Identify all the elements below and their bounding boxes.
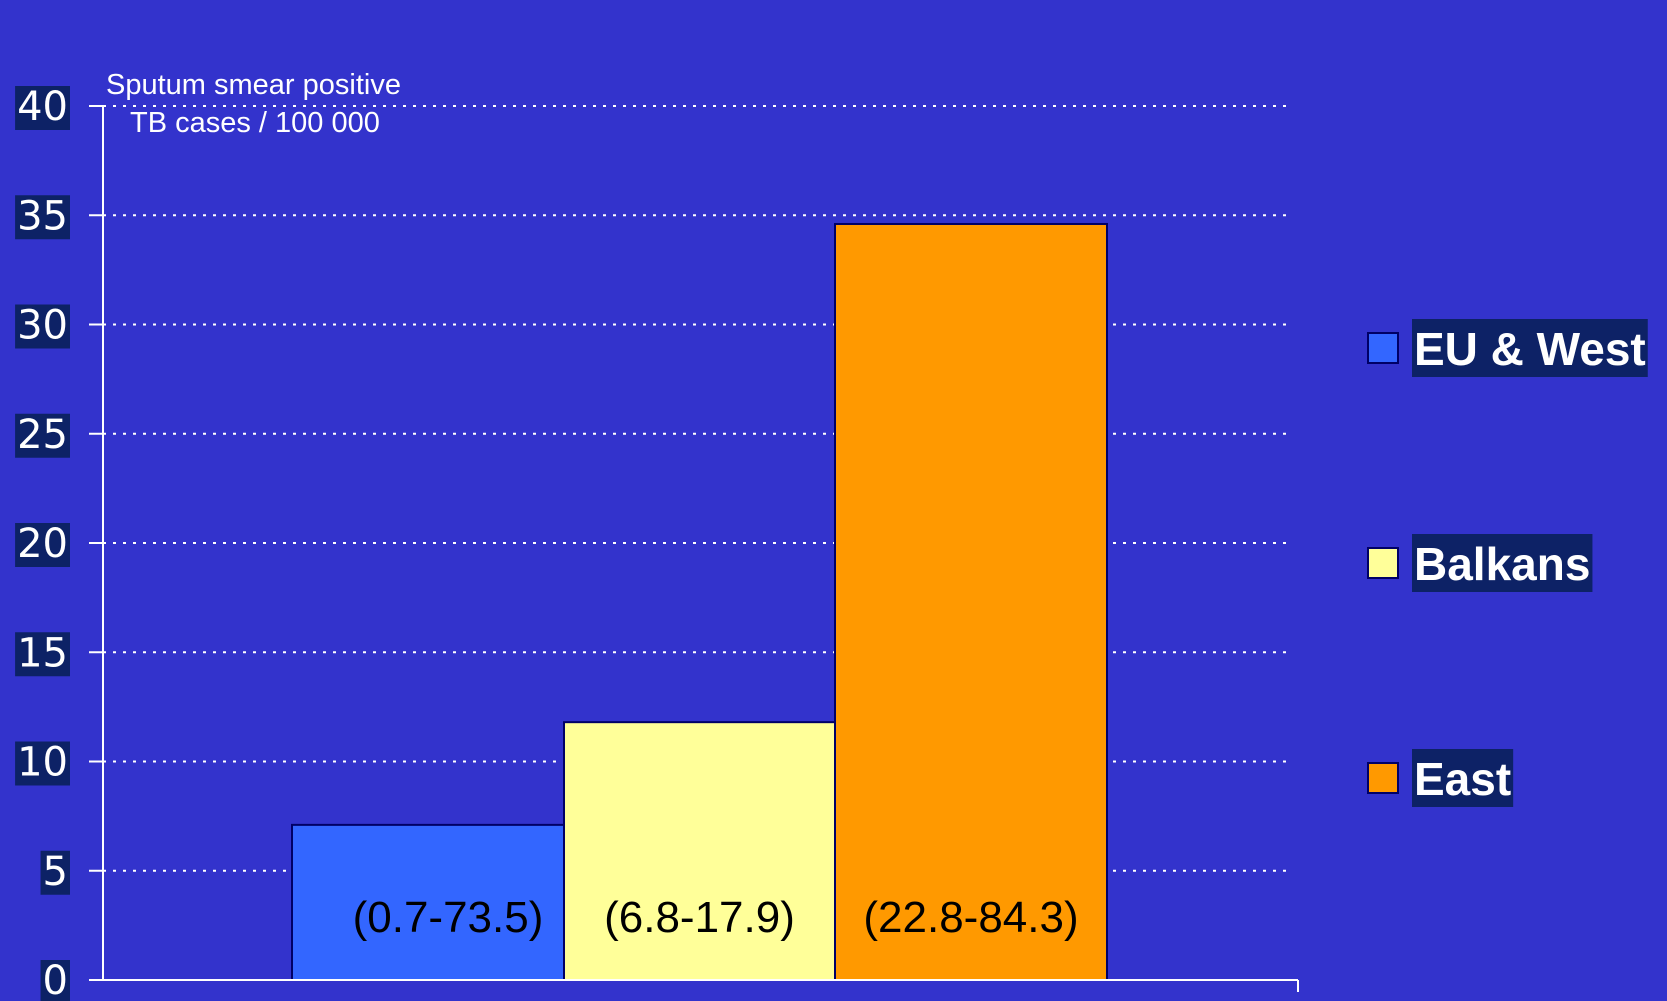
y-tick-label-bg (15, 413, 70, 458)
legend-label: Balkans (1414, 538, 1590, 590)
legend-swatch (1367, 762, 1399, 794)
legend-label-bg (1412, 534, 1593, 592)
y-tick-label-bg (15, 741, 70, 786)
y-tick-label-bg (40, 960, 70, 1001)
y-tick-label: 10 (17, 740, 68, 786)
y-tick-label: 5 (43, 849, 68, 895)
y-tick-label-bg (40, 850, 70, 895)
bar-range-label: (6.8-17.9) (604, 893, 795, 942)
legend-label-bg (1412, 749, 1514, 807)
bar-range-label: (22.8-84.3) (863, 893, 1078, 942)
y-tick-labels: 0 5 10 15 20 25 30 35 40 (15, 84, 103, 1001)
y-axis-title-line1: Sputum smear positive (106, 69, 401, 101)
y-tick-label: 30 (17, 303, 68, 349)
bar-range-label: (0.7-73.5) (353, 893, 544, 942)
y-tick-label: 25 (17, 412, 68, 458)
y-tick-label-bg (15, 523, 70, 567)
legend: EU & West Balkans East (1367, 319, 1648, 807)
y-tick-label-bg (15, 86, 70, 130)
y-tick-label-bg (15, 304, 70, 349)
y-tick-label: 20 (17, 521, 68, 567)
y-tick-label: 40 (17, 84, 68, 130)
y-tick-label-bg (15, 632, 70, 677)
y-tick-label: 0 (43, 958, 68, 1001)
y-tick-label-bg (15, 195, 70, 240)
y-tick-label: 15 (17, 630, 68, 676)
y-axis-title-line2: TB cases / 100 000 (130, 107, 380, 139)
legend-label: East (1414, 753, 1511, 805)
legend-swatch (1367, 332, 1399, 364)
bar (563, 721, 836, 981)
legend-label-bg (1412, 319, 1648, 377)
bar (291, 823, 565, 981)
bar (834, 222, 1108, 982)
legend-swatch (1367, 547, 1399, 579)
y-tick-label: 35 (17, 193, 68, 239)
bars: (0.7-73.5) (6.8-17.9) (22.8-84.3) (291, 222, 1108, 982)
legend-label: EU & West (1414, 323, 1646, 375)
